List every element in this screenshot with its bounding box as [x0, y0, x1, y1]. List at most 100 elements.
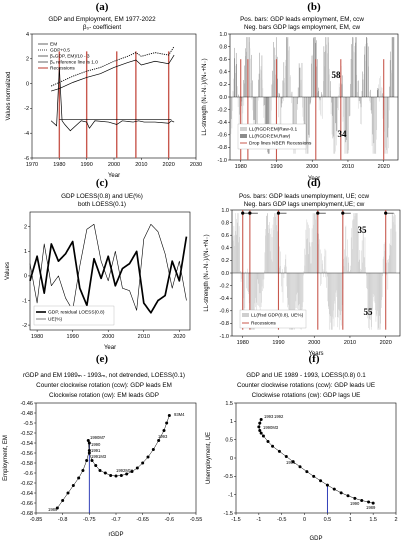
- legend-label-recession: Recessions: [251, 321, 276, 327]
- series-line: [50, 67, 175, 132]
- data-point: [284, 455, 288, 459]
- y-tick-label: 0.4: [221, 246, 229, 252]
- panel-e-letter: (e): [96, 353, 109, 365]
- panel-e-frame: [35, 402, 197, 514]
- legend-swatch-raw: [240, 134, 247, 138]
- y-tick-label: -0.6: [220, 309, 229, 315]
- y-tick-label: -0.62: [20, 481, 33, 487]
- data-point: [103, 471, 107, 475]
- y-tick-label: -0.5: [24, 421, 33, 427]
- panel-d-xlabel: Years: [308, 351, 323, 357]
- panel-d-title: Pos. bars: GDP leads unemployment, UE; c…: [239, 193, 370, 200]
- y-tick-label: -0.48: [20, 411, 33, 417]
- data-point: [165, 421, 169, 425]
- y-tick-label: 0: [230, 456, 233, 462]
- x-tick-label: 1980: [235, 164, 247, 170]
- x-tick-label: -0.75: [83, 517, 96, 523]
- data-point: [259, 418, 263, 421]
- x-tick-label: 2010: [135, 162, 147, 168]
- y-tick-label: 1: [230, 419, 233, 425]
- y-tick-label: -1: [22, 298, 27, 304]
- y-tick-label: -0.54: [20, 441, 33, 447]
- legend-swatch-ll: [242, 313, 249, 317]
- x-tick-label: 2020: [378, 164, 390, 170]
- y-tick-label: 0: [26, 81, 29, 87]
- x-tick-label: -0.7: [111, 517, 120, 523]
- x-tick-label: 2010: [138, 334, 150, 340]
- panel-b-legend: LL(RGDP,EM)Raw-0.1 LL(RGDP,EM,Raw) Drop …: [237, 123, 312, 150]
- y-tick-label: 1.0: [221, 208, 229, 214]
- legend-swatch-raw01: [240, 127, 247, 131]
- y-tick-label: 0.6: [221, 233, 229, 239]
- x-tick-label: -0.8: [58, 517, 67, 523]
- data-point: [87, 441, 91, 445]
- panel-e-subtitle: Counter clockwise rotation (ccw): GDP le…: [36, 382, 172, 389]
- panel-d-count-neg: 55: [364, 307, 374, 317]
- panel-d-legend: LL(Rsd GDP(0.8), UE%) Recessions: [239, 309, 307, 329]
- panel-a-letter: (a): [96, 1, 109, 13]
- y-tick-label: 0.4: [219, 70, 227, 76]
- data-point: [86, 439, 90, 442]
- data-point: [109, 474, 113, 477]
- data-point: [257, 425, 261, 429]
- panel-c-xlabel: Year: [104, 345, 116, 351]
- y-tick-label: -2: [24, 106, 29, 112]
- panel-b-xlabel: Year: [308, 176, 320, 182]
- panel-b-subtitle: Neg. bars GDP lags employment, EM, cw: [244, 24, 361, 31]
- y-tick-label: -0.56: [20, 451, 33, 457]
- y-tick-label: -0.46: [20, 401, 33, 407]
- y-tick-label: -0.8: [218, 145, 227, 151]
- x-tick-label: -0.5: [277, 517, 286, 523]
- data-point: [259, 431, 263, 435]
- y-tick-label: 0.0: [221, 271, 229, 277]
- data-point: [77, 476, 81, 480]
- panel-f-letter: (f): [309, 353, 320, 365]
- x-tick-label: 2000: [102, 334, 114, 340]
- data-point: [94, 464, 98, 467]
- x-tick-label: -1: [256, 517, 261, 523]
- data-point: [305, 470, 309, 474]
- data-point: [291, 460, 295, 464]
- legend-label-gdp: GDP+0.5: [50, 48, 70, 54]
- panel-e-ylabel: Employment, EM: [3, 435, 9, 481]
- point-annotation: 1992M11: [116, 468, 134, 473]
- panel-e-subtitle2: Clockwise rotation (cw): EM leads GDP: [49, 392, 159, 399]
- y-tick-label: -1.0: [220, 334, 229, 340]
- x-tick-label: 1: [349, 517, 352, 523]
- legend-label-beta: β₀GDP, EM)/10 - 3: [50, 54, 90, 60]
- data-point: [298, 465, 302, 469]
- y-tick-label: -0.66: [20, 501, 33, 507]
- panel-a: (a) GDP and Employment, EM 1977-2022 β₀-…: [6, 1, 202, 179]
- x-tick-label: 1990: [67, 334, 79, 340]
- y-tick-label: -0.2: [220, 283, 229, 289]
- y-tick-label: -0.8: [220, 321, 229, 327]
- panel-e-title: rGDP and EM 1989ₘ - 1993ₘ, not detrended…: [23, 372, 185, 379]
- data-point: [151, 448, 155, 451]
- recession-marker: [241, 211, 245, 215]
- y-tick-label: 0: [24, 274, 27, 280]
- data-point: [319, 479, 323, 483]
- x-tick-label: 2030: [190, 162, 202, 168]
- x-tick-label: 1.5: [369, 517, 377, 523]
- trajectory-line: [258, 419, 374, 504]
- legend-label-gdp: GDP, residual LOESS(0.8): [48, 310, 105, 316]
- panel-f-subtitle2: Clockwise rotations (cw): GDP lags UE: [252, 392, 361, 399]
- x-tick-label: 1980: [31, 334, 43, 340]
- panel-c-frame: [29, 211, 191, 331]
- y-tick-label: 0.0: [219, 95, 227, 101]
- data-point: [271, 444, 275, 448]
- legend-label-ref: β₀ reference line is 1.0: [50, 60, 98, 66]
- panel-b-title: Pos. bars: GDP leads employment, EM, ccw: [240, 16, 364, 23]
- y-tick-label: -0.6: [218, 133, 227, 139]
- panel-b-count-neg: 34: [338, 129, 348, 139]
- data-point: [55, 506, 59, 510]
- panel-c: (c) GDP LOESS(0.8) and UE(%) both LOESS(…: [5, 177, 191, 351]
- x-tick-label: -0.65: [136, 517, 149, 523]
- y-tick-label: -0.4: [220, 296, 229, 302]
- panel-c-title: GDP LOESS(0.8) and UE(%): [61, 193, 143, 200]
- x-tick-label: -0.6: [165, 517, 174, 523]
- y-tick-label: 0.6: [219, 57, 227, 63]
- x-tick-label: -0.85: [30, 517, 43, 523]
- y-tick-label: -1.0: [218, 158, 227, 164]
- y-tick-label: -0.2: [218, 107, 227, 113]
